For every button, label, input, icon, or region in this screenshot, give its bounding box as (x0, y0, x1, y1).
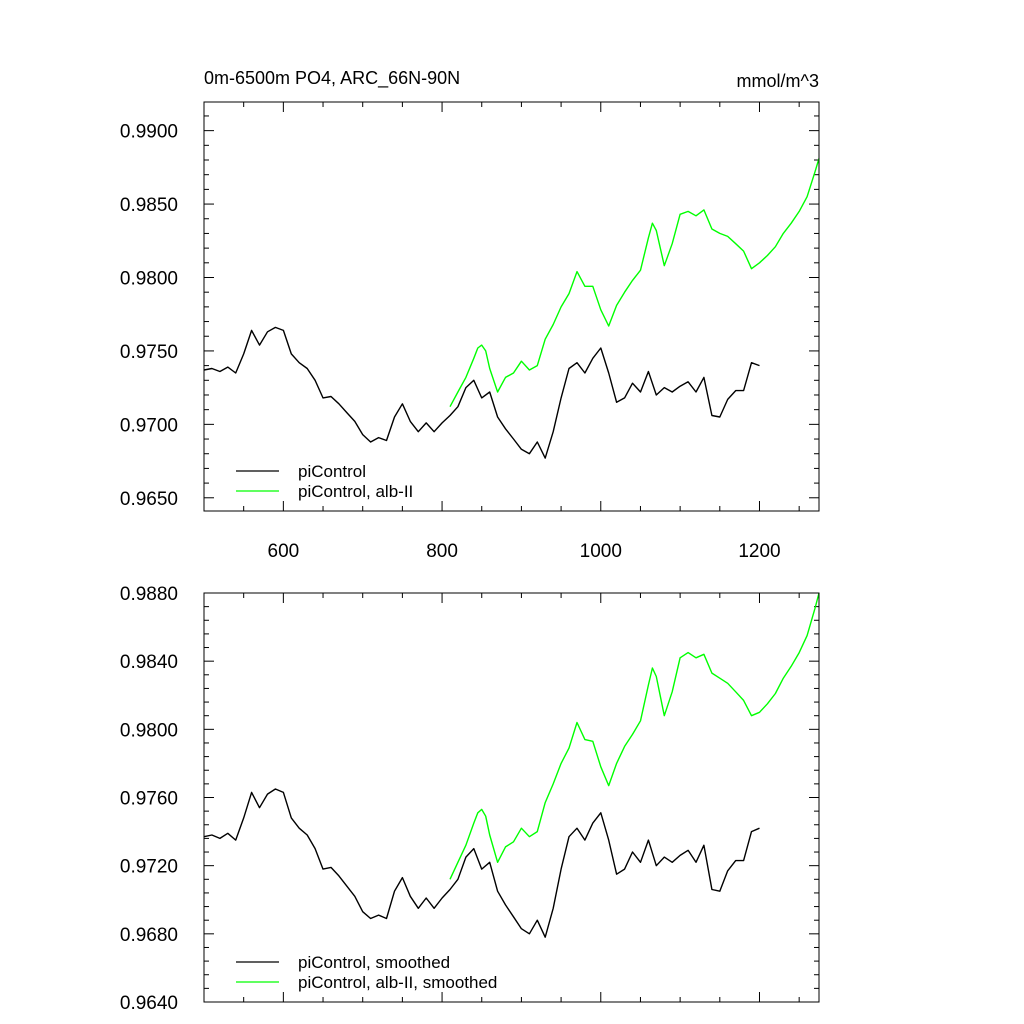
y-tick-label: 0.9700 (120, 415, 178, 436)
panel-title: 0m-6500m PO4, ARC_66N-90N (204, 68, 460, 89)
y-tick-label: 0.9760 (120, 789, 178, 810)
plot-frame (203, 592, 820, 1003)
series-line-picontrol (203, 326, 760, 459)
x-tick-label: 800 (426, 541, 458, 562)
y-tick-label: 0.9650 (120, 489, 178, 510)
x-tick-label: 1200 (738, 541, 780, 562)
bottom-panel: 0.9640 0.9680 0.9720 0.9760 0.9800 0.9840 0.98… (120, 584, 820, 1014)
series-line-picontrol-smoothed (203, 788, 760, 938)
units-label: mmol/m^3 (737, 71, 819, 91)
legend-label-alb-ii-smoothed: piControl, alb-II, smoothed (298, 973, 497, 992)
y-tick-label: 0.9880 (120, 584, 178, 605)
y-tick-label: 0.9640 (120, 993, 178, 1014)
legend-label-picontrol: piControl (298, 462, 366, 481)
y-tick-label: 0.9720 (120, 857, 178, 878)
y-tick-label: 0.9750 (120, 342, 178, 363)
y-tick-label: 0.9840 (120, 652, 178, 673)
y-tick-label: 0.9800 (120, 720, 178, 741)
legend-label-picontrol-smoothed: piControl, smoothed (298, 953, 450, 972)
series-line-picontrol-alb-ii (449, 158, 820, 408)
y-tick-label: 0.9850 (120, 195, 178, 216)
legend: piControl piControl, alb-II (236, 462, 413, 501)
x-tick-label: 600 (268, 541, 300, 562)
y-tick-label: 0.9680 (120, 925, 178, 946)
y-tick-label: 0.9900 (120, 122, 178, 143)
series-line-picontrol-alb-ii-smoothed (449, 592, 820, 880)
x-tick-label: 1000 (580, 541, 622, 562)
plot-frame (203, 101, 820, 512)
y-tick-label: 0.9800 (120, 268, 178, 289)
legend-label-alb-ii: piControl, alb-II (298, 482, 413, 501)
top-panel: 0m-6500m PO4, ARC_66N-90N mmol/m^3 0.965… (120, 68, 820, 562)
legend: piControl, smoothed piControl, alb-II, s… (236, 953, 497, 992)
